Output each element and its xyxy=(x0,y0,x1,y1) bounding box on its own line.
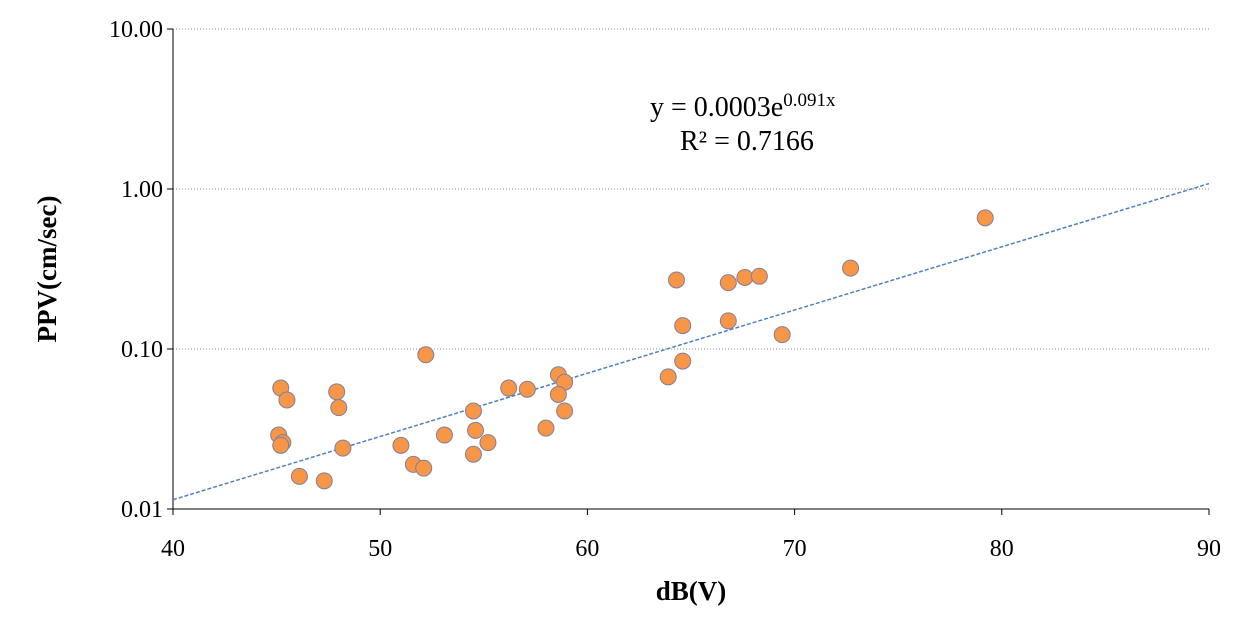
r-squared-label: R² = 0.7166 xyxy=(680,126,814,157)
x-tick-label: 40 xyxy=(161,536,185,562)
data-point xyxy=(479,434,497,452)
data-point xyxy=(773,326,791,344)
data-point xyxy=(330,399,348,417)
trendline xyxy=(172,182,1210,501)
data-point xyxy=(556,402,574,420)
data-point xyxy=(272,436,290,454)
y-tick-label: 0.10 xyxy=(121,337,163,363)
data-point xyxy=(674,352,692,370)
data-point xyxy=(659,368,677,386)
gridlines xyxy=(173,28,1209,350)
data-point xyxy=(464,445,482,463)
equation-prefix: y = 0.0003e xyxy=(650,92,783,123)
data-point xyxy=(500,379,518,397)
data-point xyxy=(736,268,754,286)
y-tick-label: 1.00 xyxy=(121,177,163,203)
x-tick-label: 60 xyxy=(575,536,599,562)
data-point xyxy=(467,421,485,439)
data-point xyxy=(435,426,453,444)
data-point xyxy=(518,380,536,398)
data-point xyxy=(674,317,692,335)
data-point xyxy=(464,402,482,420)
x-axis-title: dB(V) xyxy=(656,576,727,606)
data-point xyxy=(392,436,410,454)
y-axis-ticks: 0.01 0.10 1.00 10.00 xyxy=(109,17,173,523)
data-point xyxy=(415,459,433,477)
x-tick-label: 50 xyxy=(368,536,392,562)
data-point xyxy=(667,271,685,289)
data-point xyxy=(719,312,737,330)
x-tick-label: 90 xyxy=(1197,536,1221,562)
data-points xyxy=(270,209,994,490)
data-point xyxy=(549,385,567,403)
data-point xyxy=(719,274,737,292)
data-point xyxy=(537,419,555,437)
trendline-equation: y = 0.0003e0.091x xyxy=(650,90,836,123)
data-point xyxy=(334,439,352,457)
data-point xyxy=(328,383,346,401)
data-point xyxy=(290,467,308,485)
x-axis-ticks: 40 50 60 70 80 90 xyxy=(161,509,1221,562)
data-point xyxy=(750,267,768,285)
data-point xyxy=(842,259,860,277)
y-axis-title: PPV(cm/sec) xyxy=(32,196,62,343)
equation-exponent: 0.091x xyxy=(783,90,836,111)
x-tick-label: 80 xyxy=(990,536,1014,562)
x-tick-label: 70 xyxy=(783,536,807,562)
trendline-group xyxy=(172,182,1210,501)
data-point xyxy=(976,209,994,227)
data-point xyxy=(315,472,333,490)
data-point xyxy=(278,391,296,409)
y-tick-label: 10.00 xyxy=(109,17,163,43)
y-tick-label: 0.01 xyxy=(121,497,163,523)
data-point xyxy=(417,346,435,364)
